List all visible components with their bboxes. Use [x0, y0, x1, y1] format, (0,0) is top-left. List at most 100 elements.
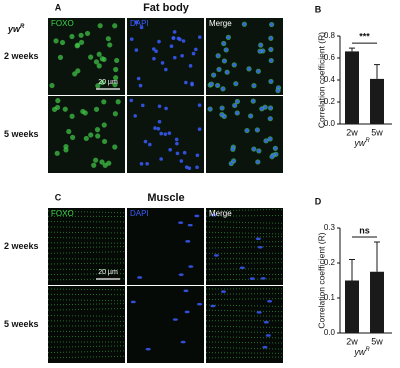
scale-bar-label: 20 µm	[98, 79, 118, 86]
muscle-striation	[47, 320, 126, 322]
nucleus-dapi	[197, 103, 202, 107]
nucleus-foxo	[91, 162, 97, 168]
muscle-striation	[47, 350, 126, 354]
nucleus-dapi	[265, 334, 271, 337]
panel-title: Fat body	[143, 2, 190, 14]
nucleus-dapi	[182, 150, 187, 155]
nucleus-dapi	[195, 153, 200, 158]
nucleus-dapi	[172, 318, 178, 321]
y-tick-label: 0.0	[324, 119, 336, 128]
y-tick-label: 0.3	[324, 223, 336, 232]
muscle-striation	[47, 246, 126, 249]
nucleus-foxo	[94, 127, 101, 133]
nucleus-foxo	[69, 113, 75, 119]
muscle-striation	[47, 237, 126, 239]
nucleus-dapi	[251, 99, 256, 103]
muscle-striation	[205, 330, 284, 334]
nucleus-dapi	[178, 221, 184, 224]
y-tick-label: 0.2	[324, 258, 336, 267]
muscle-striation	[47, 345, 126, 348]
muscle-striation	[205, 231, 284, 235]
nucleus-foxo	[95, 133, 101, 139]
muscle-striation	[205, 268, 284, 270]
nucleus-foxo	[59, 39, 66, 46]
y-tick-label: 0.4	[324, 75, 336, 84]
nucleus-dapi	[225, 70, 229, 75]
nucleus-dapi	[258, 49, 262, 53]
nucleus-dapi	[242, 22, 247, 27]
muscle-striation	[47, 278, 126, 281]
nucleus-dapi	[269, 36, 273, 41]
nucleus-dapi	[129, 37, 134, 41]
nucleus-dapi	[213, 254, 219, 257]
nucleus-dapi	[269, 58, 274, 63]
nucleus-foxo	[106, 160, 112, 166]
genotype-label: ywR	[7, 24, 25, 35]
y-axis-label: Correlation coefficient (R)	[316, 232, 326, 328]
nucleus-foxo	[107, 42, 113, 48]
nucleus-dapi	[220, 106, 224, 110]
nucleus-dapi	[231, 147, 235, 152]
nucleus-dapi	[143, 139, 148, 144]
nucleus-dapi	[257, 149, 261, 153]
nucleus-dapi	[188, 265, 194, 268]
nucleus-dapi	[256, 160, 260, 164]
muscle-striation	[205, 325, 284, 329]
nucleus-foxo	[99, 79, 105, 86]
muscle-striation	[205, 315, 284, 317]
nucleus-dapi	[224, 48, 228, 52]
x-axis-label-text: yw	[353, 138, 366, 148]
micrograph	[127, 286, 204, 363]
x-tick-label: 5w	[371, 127, 383, 137]
nucleus-dapi	[134, 20, 139, 24]
micrograph	[48, 96, 125, 173]
muscle-striation	[205, 298, 284, 301]
nucleus-dapi	[208, 107, 212, 111]
muscle-striation	[47, 226, 126, 229]
nucleus-foxo	[114, 57, 120, 64]
panel-label: B	[315, 4, 322, 14]
nucleus-foxo	[57, 54, 64, 61]
nucleus-dapi	[139, 162, 144, 166]
nucleus-dapi	[180, 340, 186, 344]
nucleus-dapi	[197, 302, 203, 306]
nucleus-dapi	[209, 82, 214, 86]
nucleus-dapi	[262, 345, 268, 349]
nucleus-dapi	[245, 128, 249, 133]
nucleus-dapi	[154, 49, 158, 54]
panel-label: D	[315, 196, 322, 206]
nucleus-dapi	[226, 35, 231, 40]
nucleus-foxo	[54, 104, 61, 111]
nucleus-dapi	[176, 36, 181, 41]
row-label: 5 weeks	[4, 319, 39, 329]
nucleus-dapi	[171, 36, 176, 40]
nucleus-foxo	[112, 82, 118, 88]
nucleus-dapi	[197, 35, 202, 39]
nucleus-foxo	[93, 59, 100, 65]
nucleus-dapi	[234, 81, 238, 86]
nucleus-dapi	[229, 161, 234, 166]
muscle-striation	[205, 262, 284, 265]
nucleus-dapi	[249, 277, 255, 280]
y-axis-label: Correlation coefficient (R)	[316, 32, 326, 128]
nucleus-dapi	[269, 22, 274, 27]
muscle-striation	[47, 231, 126, 234]
nucleus-foxo	[66, 128, 72, 135]
nucleus-foxo	[97, 23, 103, 29]
muscle-striation	[205, 356, 284, 359]
nucleus-foxo	[112, 23, 118, 29]
nucleus-dapi	[260, 107, 264, 111]
muscle-striation	[205, 352, 284, 354]
nucleus-foxo	[93, 157, 99, 163]
nucleus-dapi	[215, 83, 220, 88]
panel-label: C	[55, 192, 62, 202]
nucleus-dapi	[235, 99, 240, 104]
channel-label: Merge	[209, 19, 232, 28]
nucleus-dapi	[267, 299, 273, 303]
bar	[345, 51, 359, 124]
nucleus-foxo	[70, 134, 76, 140]
panel-label: A	[55, 2, 62, 12]
nucleus-foxo	[115, 99, 121, 105]
nucleus-dapi	[268, 106, 273, 110]
